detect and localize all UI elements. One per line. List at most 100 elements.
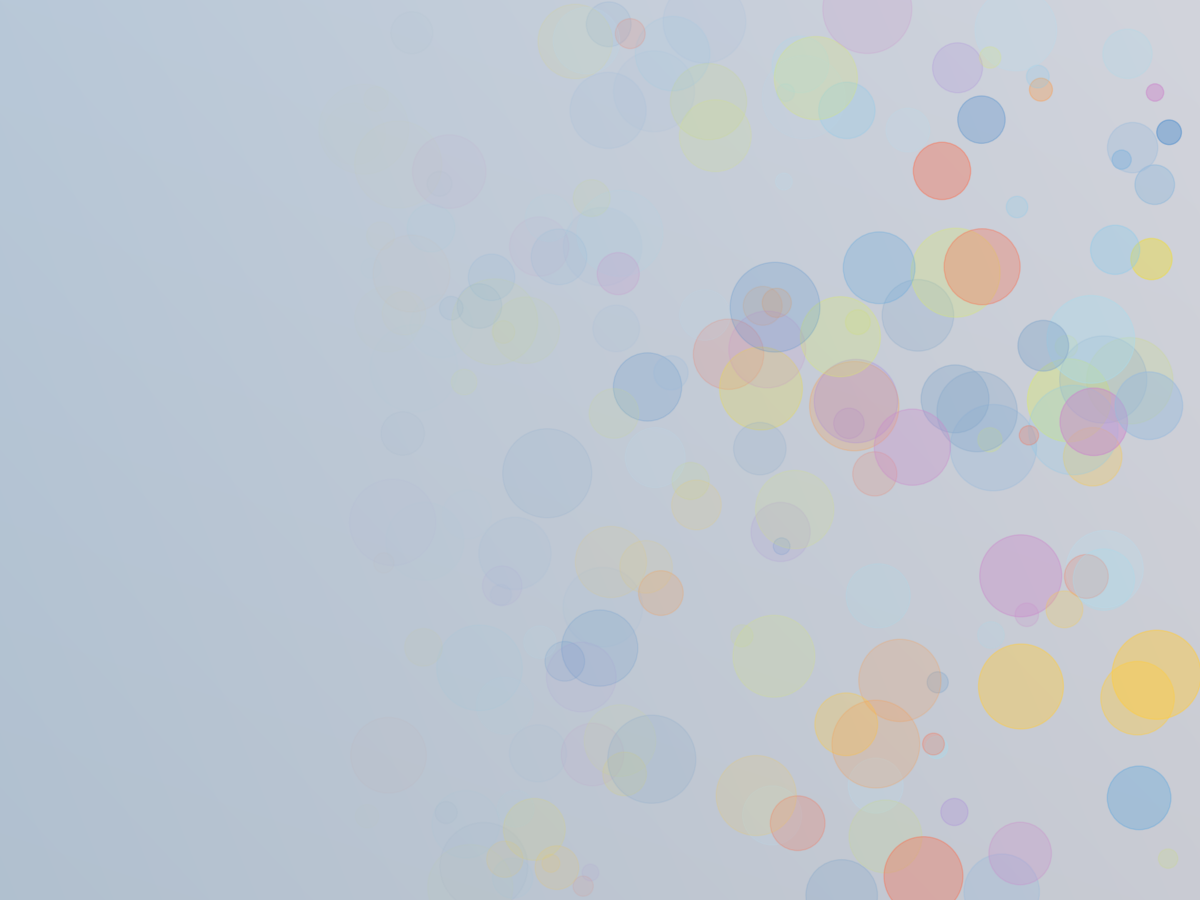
Circle shape	[1007, 196, 1027, 218]
Circle shape	[832, 700, 919, 788]
Circle shape	[504, 798, 565, 860]
Circle shape	[932, 43, 983, 93]
Circle shape	[716, 755, 797, 835]
Circle shape	[1108, 122, 1158, 173]
Circle shape	[950, 404, 1037, 491]
Circle shape	[523, 626, 556, 659]
Circle shape	[762, 56, 845, 139]
Circle shape	[563, 567, 642, 647]
Circle shape	[570, 72, 646, 148]
Circle shape	[584, 705, 656, 777]
Circle shape	[937, 372, 1018, 452]
Circle shape	[1046, 591, 1082, 627]
Circle shape	[776, 84, 794, 102]
Circle shape	[671, 64, 746, 140]
Circle shape	[989, 823, 1051, 885]
Circle shape	[574, 876, 593, 896]
Circle shape	[1027, 359, 1110, 442]
Circle shape	[613, 353, 682, 421]
Circle shape	[482, 566, 522, 606]
Circle shape	[941, 798, 968, 825]
Circle shape	[1066, 530, 1144, 608]
Circle shape	[844, 232, 916, 303]
Circle shape	[978, 428, 1002, 452]
Circle shape	[679, 290, 730, 340]
Circle shape	[672, 463, 709, 500]
Circle shape	[846, 310, 870, 335]
Circle shape	[545, 642, 584, 681]
Circle shape	[923, 734, 944, 755]
Circle shape	[818, 82, 875, 139]
Circle shape	[886, 108, 930, 152]
Circle shape	[491, 584, 511, 606]
Circle shape	[613, 50, 695, 131]
Circle shape	[575, 526, 647, 598]
Circle shape	[1115, 372, 1183, 439]
Circle shape	[884, 837, 962, 900]
Circle shape	[1055, 336, 1078, 357]
Circle shape	[911, 229, 1000, 317]
Circle shape	[913, 142, 971, 200]
Circle shape	[733, 422, 786, 475]
Circle shape	[672, 480, 721, 530]
Circle shape	[1146, 84, 1164, 101]
Circle shape	[743, 286, 782, 325]
Circle shape	[436, 802, 457, 824]
Circle shape	[875, 410, 950, 485]
Circle shape	[526, 194, 572, 241]
Circle shape	[598, 253, 640, 294]
Circle shape	[806, 860, 877, 900]
Circle shape	[979, 535, 1062, 617]
Circle shape	[1091, 225, 1140, 274]
Circle shape	[1060, 388, 1128, 455]
Circle shape	[1087, 338, 1172, 424]
Circle shape	[493, 297, 559, 364]
Text: Differentiate the function and simplify the answer.: Differentiate the function and simplify …	[34, 36, 733, 64]
Circle shape	[1060, 336, 1147, 423]
Circle shape	[616, 19, 646, 49]
Text: $f'(x) = 2e^{2x^3+x^2}(6x^3 + 2x^2 + 1)$: $f'(x) = 2e^{2x^3+x^2}(6x^3 + 2x^2 + 1)$	[102, 700, 512, 736]
Circle shape	[925, 736, 948, 759]
Circle shape	[510, 724, 566, 782]
Circle shape	[815, 359, 898, 443]
Circle shape	[451, 369, 476, 395]
Circle shape	[1030, 78, 1052, 101]
Circle shape	[815, 693, 877, 756]
Circle shape	[853, 452, 896, 496]
Circle shape	[620, 541, 672, 593]
Circle shape	[1073, 549, 1134, 610]
Circle shape	[1018, 320, 1069, 371]
Circle shape	[958, 96, 1006, 143]
Circle shape	[535, 846, 578, 889]
Circle shape	[928, 671, 948, 693]
Circle shape	[1157, 120, 1182, 145]
Circle shape	[770, 796, 826, 850]
Circle shape	[532, 229, 587, 284]
Text: $f'(x) = (2 + 2x)e^{2x^3+x^2}$: $f'(x) = (2 + 2x)e^{2x^3+x^2}$	[102, 484, 397, 520]
Circle shape	[476, 678, 533, 734]
Circle shape	[882, 280, 954, 351]
Circle shape	[468, 254, 515, 301]
Circle shape	[593, 305, 640, 352]
Circle shape	[720, 347, 803, 430]
Circle shape	[922, 364, 989, 433]
Circle shape	[978, 622, 1004, 648]
Circle shape	[427, 844, 512, 900]
Circle shape	[413, 135, 486, 208]
Circle shape	[1026, 65, 1049, 88]
Circle shape	[964, 854, 1039, 900]
Circle shape	[574, 180, 610, 217]
Circle shape	[607, 716, 696, 804]
Circle shape	[562, 610, 638, 686]
Circle shape	[762, 288, 791, 318]
Circle shape	[728, 311, 805, 388]
Circle shape	[1130, 238, 1172, 280]
Circle shape	[492, 858, 533, 898]
Circle shape	[1046, 295, 1135, 383]
Circle shape	[756, 471, 834, 549]
Text: $f'(x) = 2e^{2x^3+x^2}(12x^3 + 4x^2 + 1)$: $f'(x) = 2e^{2x^3+x^2}(12x^3 + 4x^2 + 1)…	[102, 380, 530, 416]
Circle shape	[834, 408, 864, 438]
Circle shape	[944, 229, 1020, 305]
Circle shape	[1112, 630, 1200, 719]
Circle shape	[848, 758, 904, 814]
